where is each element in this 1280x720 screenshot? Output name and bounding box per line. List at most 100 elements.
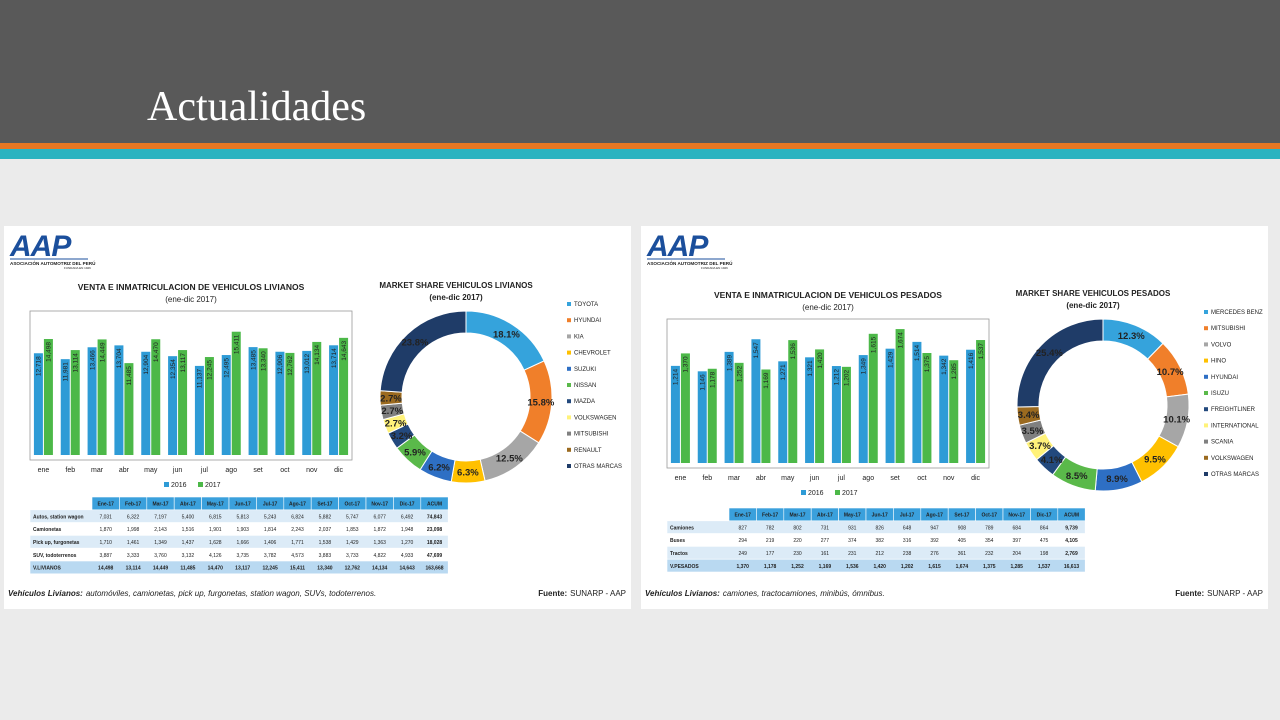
legend-swatch: [567, 415, 571, 420]
table-cell: 12,245: [262, 566, 278, 572]
chart-title: VENTA E INMATRICULACION DE VEHICULOS LIV…: [78, 282, 305, 292]
table-cell: 1,870: [99, 527, 112, 533]
bar: [221, 355, 231, 455]
table-header-text: Jul-17: [900, 513, 915, 519]
table-row-label: Tractos: [670, 551, 688, 557]
x-tick-label: set: [253, 467, 262, 474]
legend-label: MERCEDES BENZ: [1211, 310, 1263, 316]
legend-label: RENAULT: [574, 448, 602, 454]
bar: [976, 340, 986, 463]
logo-sub: FUNDADA EN 1926: [701, 266, 728, 270]
slice-label: 12.5%: [496, 454, 523, 465]
table-header-text: Mar-17: [152, 502, 168, 508]
table-row-label: SUV, todoterrenos: [33, 553, 77, 559]
bar: [141, 351, 151, 455]
table-cell: 163,668: [425, 566, 443, 572]
table-cell: 13,117: [235, 566, 250, 572]
table-cell: 16,613: [1064, 564, 1080, 570]
bar: [868, 333, 878, 463]
bar-value-label: 12,495: [224, 358, 231, 378]
legend-label: ISUZU: [1211, 391, 1229, 397]
bar: [302, 350, 312, 455]
bar: [87, 347, 97, 455]
table-cell: 1,270: [401, 540, 414, 546]
table-row: [666, 558, 1086, 573]
x-tick-label: jul: [837, 475, 845, 482]
slice-label: 3.4%: [1018, 410, 1040, 421]
bar: [751, 339, 761, 463]
bar: [734, 362, 744, 463]
bar-value-label: 1,514: [914, 345, 921, 362]
legend-swatch: [567, 383, 571, 387]
bar-value-label: 1,321: [807, 360, 814, 377]
bar-value-label: 11,981: [63, 362, 70, 382]
table-cell: 1,901: [209, 527, 222, 533]
table-header-text: Abr-17: [180, 502, 196, 508]
footnote-label: Vehículos Livianos:: [8, 589, 83, 598]
bar: [966, 349, 976, 463]
table-cell: 1,998: [127, 527, 140, 533]
table-cell: 2,769: [1065, 551, 1078, 557]
bar: [114, 345, 124, 455]
bar: [97, 339, 107, 455]
legend-swatch: [1204, 407, 1208, 412]
table-cell: 219: [766, 538, 775, 544]
table-cell: 294: [739, 538, 748, 544]
legend-label: 2017: [842, 490, 858, 497]
table-cell: 5,882: [319, 514, 332, 520]
table-cell: 1,429: [346, 540, 359, 546]
table-cell: 648: [903, 525, 912, 531]
x-tick-label: may: [781, 475, 795, 482]
bar-value-label: 14,449: [99, 342, 106, 362]
table-header-text: Oct-17: [345, 502, 361, 508]
donut-slice: [379, 310, 467, 393]
bar-value-label: 1,420: [817, 352, 824, 369]
legend-label: VOLVO: [1211, 342, 1232, 348]
footnote: Vehículos Livianos: camiones, tractocamio…: [645, 589, 885, 598]
table-cell: 1,202: [901, 564, 914, 570]
legend-swatch: [567, 447, 571, 452]
x-tick-label: abr: [756, 475, 767, 482]
source-label: Fuente:: [538, 589, 567, 598]
legend-swatch: [567, 334, 571, 339]
table-header-text: Feb-17: [125, 502, 141, 508]
x-tick-label: ene: [675, 475, 687, 482]
table-cell: 1,516: [182, 527, 195, 533]
bar-value-label: 1,349: [861, 358, 868, 375]
table-cell: 6,815: [209, 514, 222, 520]
table-cell: 5,747: [346, 514, 359, 520]
table-cell: 6,824: [291, 514, 304, 520]
bar: [60, 359, 70, 455]
table-header-text: Set-17: [317, 502, 332, 508]
chart-title: MARKET SHARE VEHICULOS LIVIANOS: [379, 281, 533, 290]
table-row-label: Camionetas: [33, 527, 62, 533]
bar-value-label: 1,537: [978, 343, 985, 360]
table-cell: 802: [793, 525, 802, 531]
bar: [258, 348, 268, 455]
bar: [43, 339, 53, 455]
legend-label: HYUNDAI: [574, 318, 601, 324]
bar-value-label: 1,271: [780, 364, 787, 381]
legend-label: FREIGHTLINER: [1211, 407, 1256, 413]
plot-frame: [666, 318, 990, 469]
bar: [33, 353, 43, 455]
table-cell: 789: [985, 525, 994, 531]
chart-subtitle: (ene-dic 2017): [802, 303, 854, 312]
slice-label: 10.1%: [1163, 415, 1190, 426]
bar: [815, 349, 825, 463]
bar-value-label: 14,498: [46, 342, 53, 362]
table-cell: 1,536: [846, 564, 859, 570]
legend-label: MITSUBISHI: [574, 432, 609, 438]
table-cell: 3,132: [182, 553, 195, 559]
table-cell: 3,735: [236, 553, 249, 559]
table-cell: 731: [821, 525, 830, 531]
legend-swatch: [1204, 423, 1208, 428]
table-header-text: ACUM: [1064, 513, 1079, 519]
table-cell: 316: [903, 538, 912, 544]
bar: [841, 366, 851, 463]
legend-label: KIA: [574, 334, 584, 340]
bar-value-label: 11,485: [126, 366, 133, 386]
bar: [885, 348, 895, 463]
bar-value-label: 14,134: [314, 345, 321, 365]
table-cell: 397: [1013, 538, 1022, 544]
